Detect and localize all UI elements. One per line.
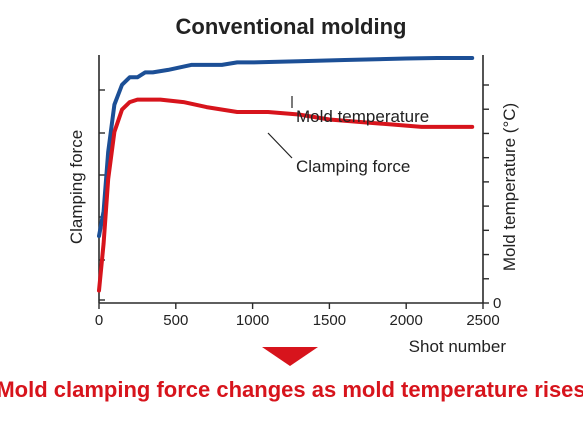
down-arrow-icon <box>262 347 318 366</box>
annotations: Mold temperature Clamping force <box>267 96 429 176</box>
x-axis-label: Shot number <box>409 337 507 356</box>
axes <box>98 55 484 304</box>
x-tick-label: 500 <box>163 312 188 329</box>
y-axis-label-right: Mold temperature (°C) <box>500 103 519 271</box>
series-lines <box>97 56 475 293</box>
x-tick-label: 2000 <box>390 312 423 329</box>
chart-title: Conventional molding <box>176 14 407 39</box>
series-line-clamping-force <box>97 97 475 293</box>
x-tick-label: 1500 <box>313 312 346 329</box>
x-tick-label: 1000 <box>236 312 269 329</box>
annotation-clamping-force: Clamping force <box>296 157 410 176</box>
caption: Mold clamping force changes as mold temp… <box>0 377 583 402</box>
y-right-tick-label: 0 <box>493 295 501 312</box>
annotation-mold-temperature: Mold temperature <box>296 107 429 126</box>
x-tick-label: 2500 <box>466 312 499 329</box>
series-line-mold-temperature <box>97 56 475 238</box>
x-tick-label: 0 <box>95 312 103 329</box>
y-axis-label-left: Clamping force <box>67 130 86 244</box>
annotation-leader <box>267 132 293 159</box>
